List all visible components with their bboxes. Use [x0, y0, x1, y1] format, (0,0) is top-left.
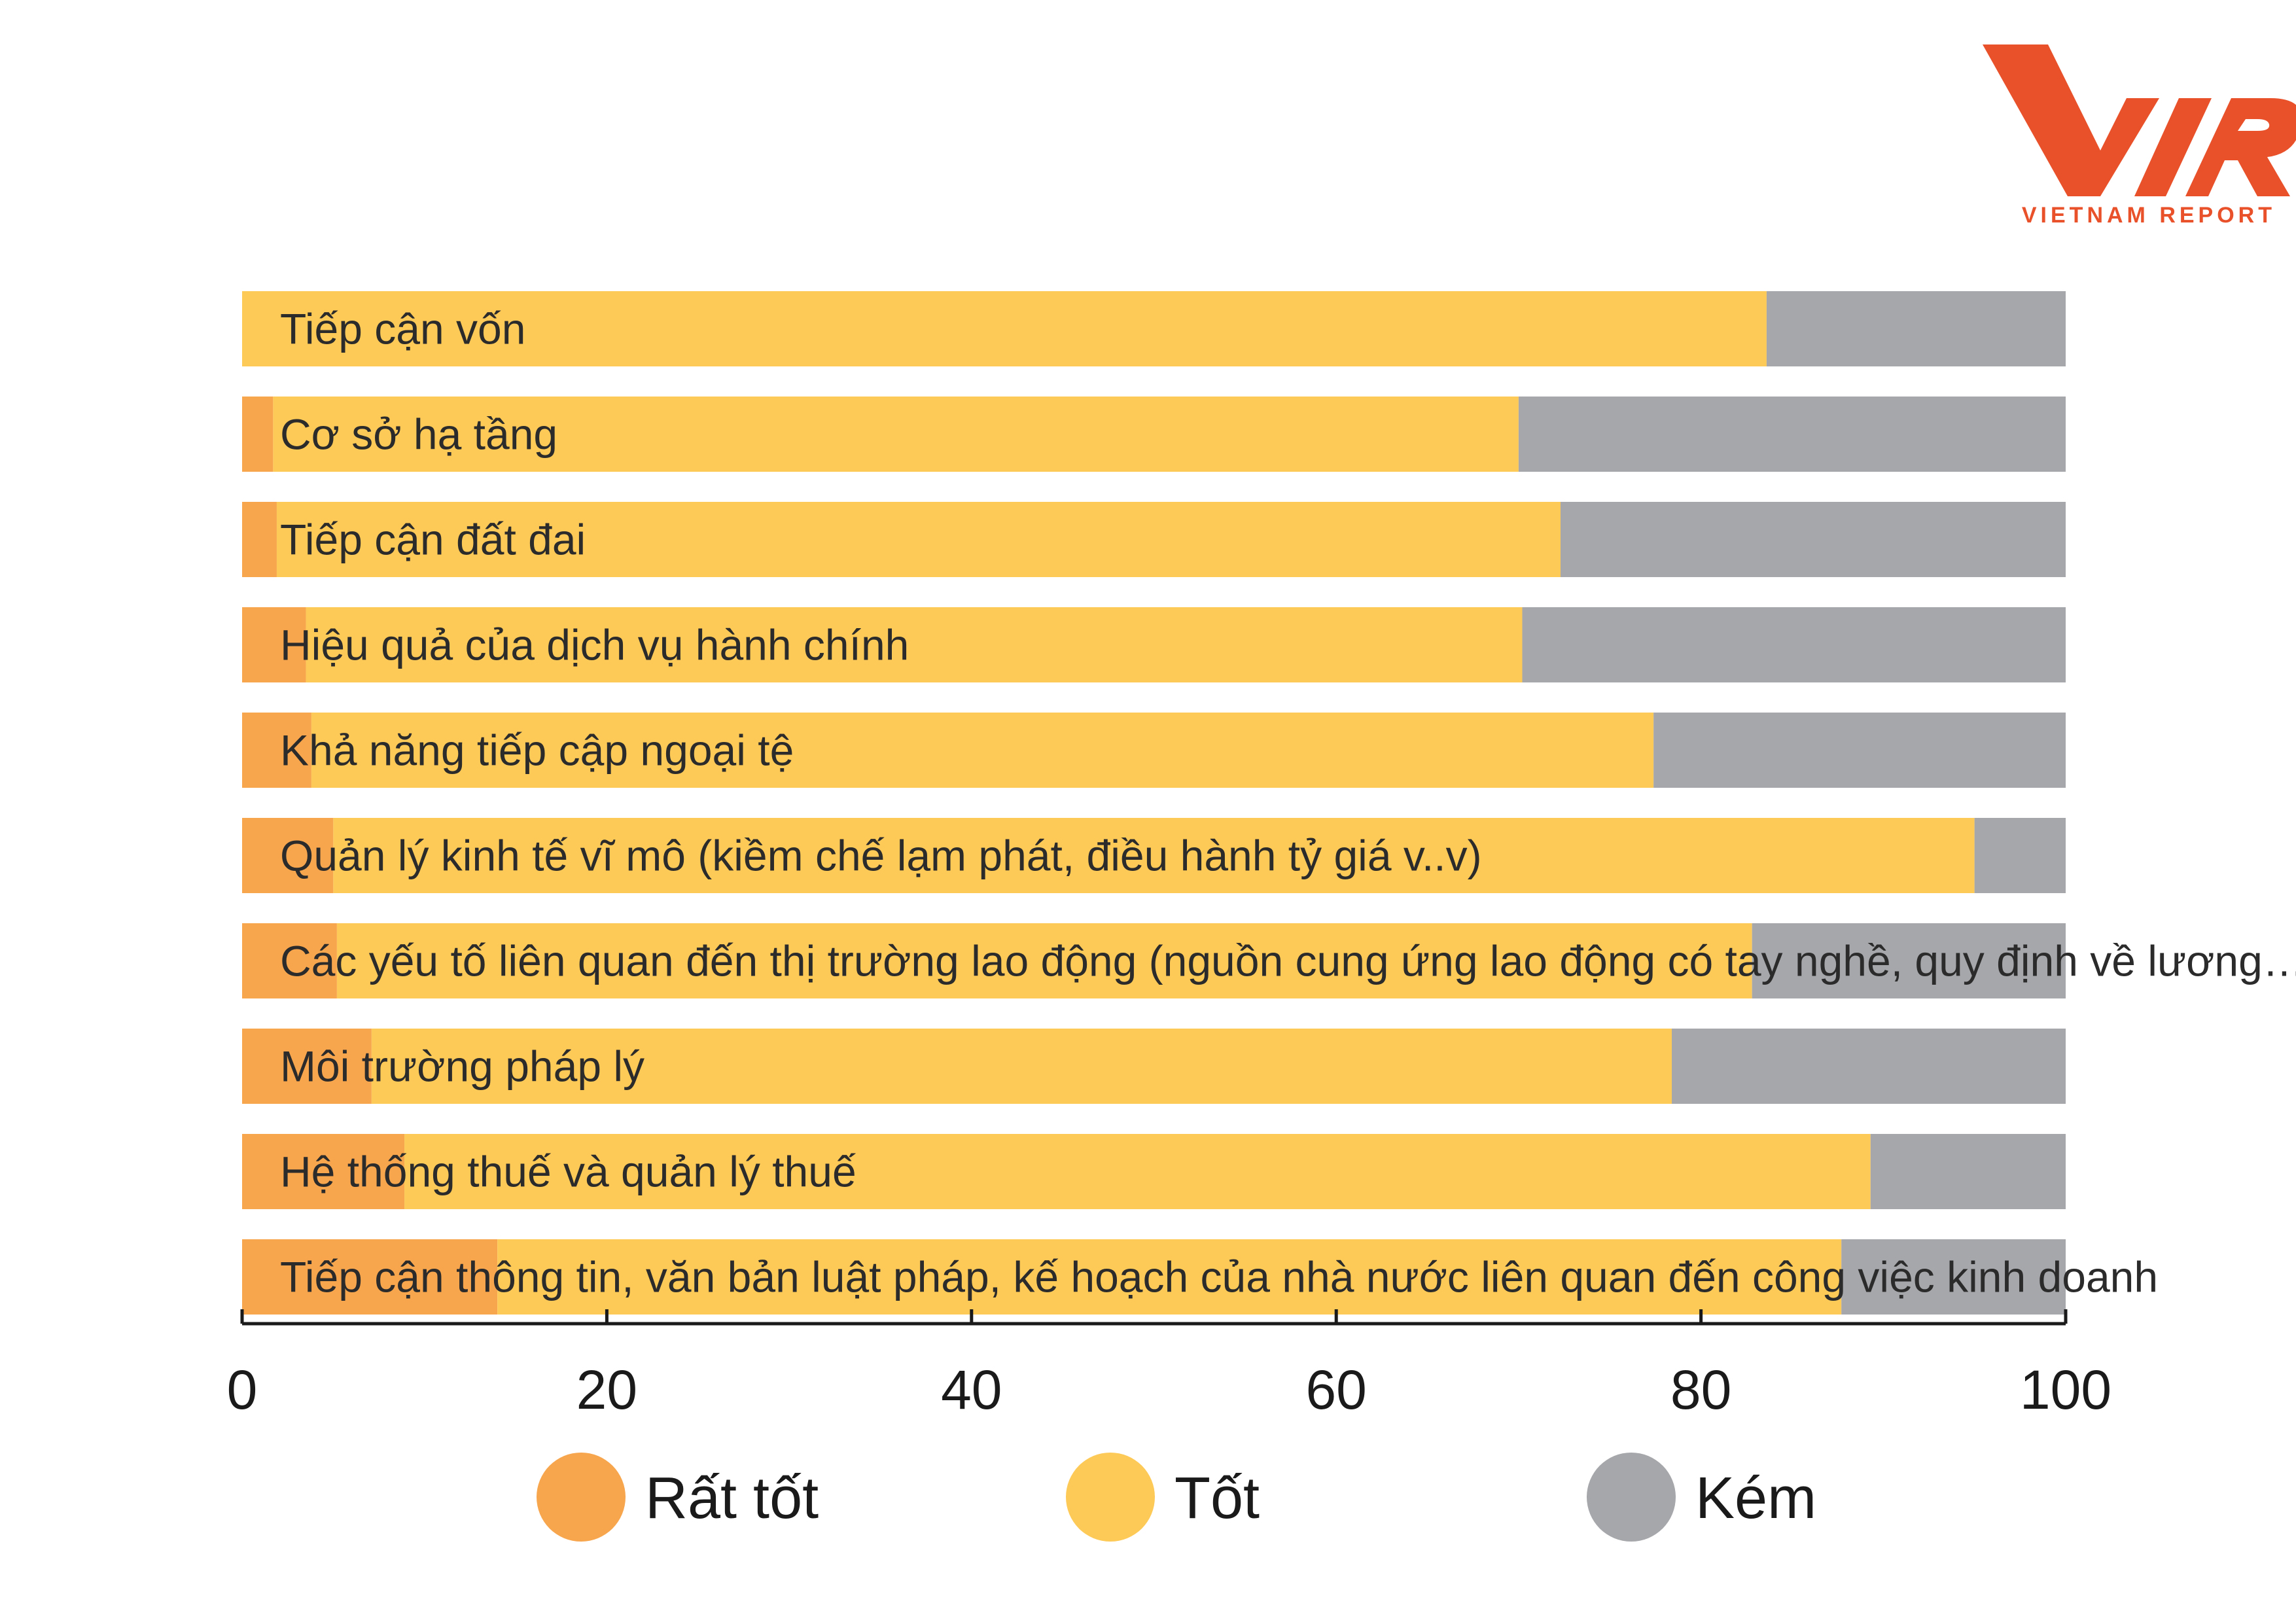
legend: Rất tốt Tốt Kém: [537, 1453, 1816, 1542]
bar-segment-1-row-4: [242, 607, 306, 682]
bar-segment-1-row-2: [242, 397, 274, 472]
bar-label-2: Cơ sở hạ tầng: [280, 410, 557, 459]
bar-segment-1-row-6: [242, 818, 334, 893]
bar-segment-2-row-2: [273, 397, 1519, 472]
bar-segment-3-row-10: [1841, 1239, 2066, 1315]
bar-label-7: Các yếu tố liên quan đến thị trường lao …: [280, 937, 2296, 985]
bar-label-3: Tiếp cận đất đai: [280, 516, 586, 564]
legend-swatch-1: [537, 1453, 626, 1542]
legend-label-3: Kém: [1695, 1466, 1816, 1531]
bar-segment-2-row-6: [333, 818, 1975, 893]
bar-segment-2-row-3: [276, 502, 1561, 577]
bar-segment-1-row-3: [242, 502, 277, 577]
logo-tagline: VIETNAM REPORT: [2022, 203, 2276, 228]
bar-segment-2-row-8: [371, 1029, 1672, 1104]
x-tick-label-2: 20: [576, 1359, 637, 1421]
bar-segment-2-row-9: [404, 1134, 1871, 1209]
bar-label-8: Môi trường pháp lý: [280, 1042, 645, 1091]
bar-segment-1-row-7: [242, 923, 337, 998]
x-tick-label-3: 40: [941, 1359, 1002, 1421]
bar-label-10: Tiếp cận thông tin, văn bản luật pháp, k…: [280, 1253, 2158, 1301]
bar-segment-1-row-5: [242, 713, 311, 788]
x-axis: 0 20 40 60 80 100: [227, 1309, 2111, 1421]
legend-swatch-3: [1587, 1453, 1676, 1542]
bar-label-6: Quản lý kinh tế vĩ mô (kiềm chế lạm phát…: [280, 832, 1482, 880]
x-tick-label-4: 60: [1305, 1359, 1366, 1421]
bar-label-1: Tiếp cận vốn: [280, 305, 525, 353]
bar-segment-2-row-10: [497, 1239, 1842, 1315]
bars: [242, 291, 2066, 1315]
bar-segment-1-row-8: [242, 1029, 372, 1104]
x-tick-label-1: 0: [227, 1359, 258, 1421]
x-tick-label-6: 100: [2020, 1359, 2111, 1421]
bar-label-5: Khả năng tiếp cập ngoại tệ: [280, 726, 794, 775]
bar-segment-3-row-7: [1752, 923, 2066, 998]
bar-labels: Tiếp cận vốn Cơ sở hạ tầng Tiếp cận đất đa…: [280, 305, 2296, 1301]
bar-segment-3-row-2: [1518, 397, 2066, 472]
vnr-logo: VIETNAM REPORT: [1983, 44, 2296, 228]
bar-segment-3-row-8: [1672, 1029, 2066, 1104]
bar-segment-3-row-6: [1974, 818, 2066, 893]
bar-segment-3-row-3: [1561, 502, 2066, 577]
legend-label-2: Tốt: [1174, 1466, 1260, 1531]
logo-mark: [1983, 44, 2296, 196]
bar-segment-2-row-7: [336, 923, 1752, 998]
legend-swatch-2: [1066, 1453, 1155, 1542]
bar-segment-3-row-4: [1522, 607, 2066, 682]
bar-segment-1-row-9: [242, 1134, 405, 1209]
x-tick-label-5: 80: [1670, 1359, 1731, 1421]
bar-label-4: Hiệu quả của dịch vụ hành chính: [280, 621, 909, 669]
bar-segment-2-row-5: [311, 713, 1654, 788]
bar-segment-2-row-1: [242, 291, 1767, 366]
bar-segment-3-row-5: [1653, 713, 2066, 788]
bar-segment-2-row-4: [306, 607, 1523, 682]
bar-label-9: Hệ thống thuế và quản lý thuế: [280, 1148, 857, 1196]
bar-segment-3-row-1: [1766, 291, 2066, 366]
bar-segment-1-row-10: [242, 1239, 498, 1315]
legend-label-1: Rất tốt: [645, 1466, 819, 1531]
bar-segment-3-row-9: [1870, 1134, 2066, 1209]
